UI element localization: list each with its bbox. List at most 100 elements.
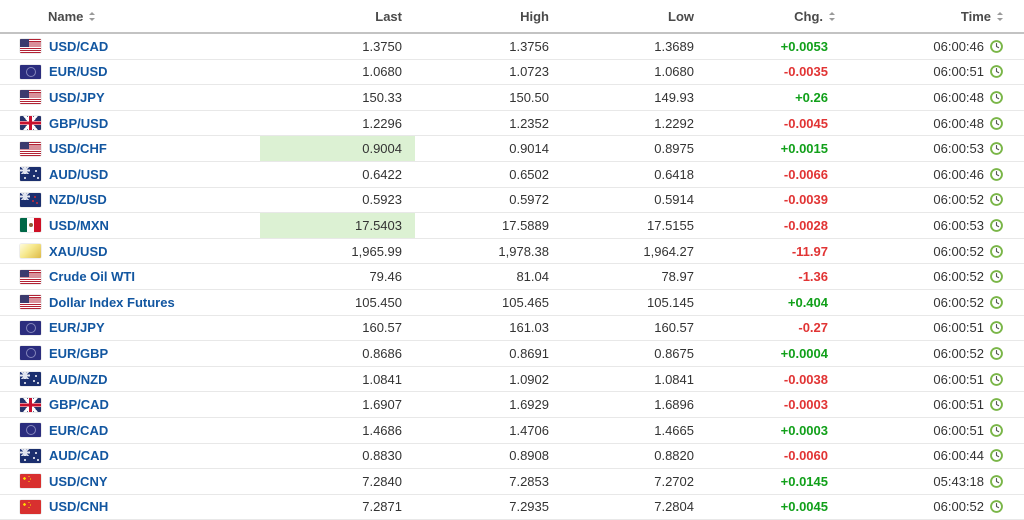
currency-flag-icon [20, 423, 41, 438]
column-header-last[interactable]: Last [260, 9, 415, 24]
column-header-time[interactable]: Time [840, 9, 1024, 24]
currency-flag-icon [20, 269, 41, 284]
name-cell: GBP/CAD [0, 392, 260, 417]
high-value: 1.6929 [509, 397, 549, 413]
high-cell: 1,978.38 [415, 239, 560, 264]
name-cell: NZD/USD [0, 188, 260, 213]
pair-name-link[interactable]: Dollar Index Futures [49, 294, 175, 310]
last-value: 0.5923 [362, 192, 402, 208]
last-value: 0.6422 [362, 166, 402, 182]
pair-name-link[interactable]: Crude Oil WTI [49, 269, 135, 285]
pair-name-link[interactable]: GBP/USD [49, 115, 109, 131]
change-value: -0.0038 [783, 371, 828, 387]
pair-name-link[interactable]: USD/CNY [49, 473, 108, 489]
realtime-clock-icon [990, 91, 1003, 104]
high-value: 81.04 [516, 269, 549, 285]
column-header-name[interactable]: Name [0, 9, 260, 24]
time-value: 06:00:53 [933, 217, 984, 233]
currency-flag-icon [20, 244, 41, 259]
pair-name-link[interactable]: USD/CNH [49, 499, 109, 515]
name-cell: USD/MXN [0, 213, 260, 238]
high-value: 17.5889 [502, 217, 549, 233]
low-cell: 1.0680 [560, 60, 700, 85]
table-row: AUD/NZD 1.0841 1.0902 1.0841 -0.0038 06:… [0, 366, 1024, 393]
change-value: -1.36 [798, 269, 828, 285]
pair-name-link[interactable]: USD/CAD [49, 38, 109, 54]
pair-name-link[interactable]: GBP/CAD [49, 397, 109, 413]
last-value: 7.2840 [362, 473, 402, 489]
change-value: +0.404 [787, 294, 828, 310]
pair-name-link[interactable]: USD/MXN [49, 217, 109, 233]
high-cell: 161.03 [415, 316, 560, 341]
time-value: 06:00:51 [933, 397, 984, 413]
change-cell: -0.27 [700, 316, 840, 341]
pair-name-link[interactable]: EUR/GBP [49, 345, 109, 361]
realtime-clock-icon [990, 142, 1003, 156]
time-value: 06:00:53 [933, 141, 984, 157]
time-value: 06:00:52 [933, 345, 984, 361]
column-header-low[interactable]: Low [560, 9, 700, 24]
last-value: 79.46 [369, 269, 402, 285]
high-value: 1.3756 [509, 38, 549, 54]
last-cell: 7.2840 [260, 469, 415, 494]
pair-name-link[interactable]: USD/CHF [49, 141, 107, 157]
change-value: -0.27 [798, 320, 828, 336]
pair-name-link[interactable]: EUR/JPY [49, 320, 105, 336]
low-cell: 0.5914 [560, 188, 700, 213]
time-value: 06:00:52 [933, 243, 984, 259]
low-cell: 1.2292 [560, 111, 700, 136]
last-cell: 1.2296 [260, 111, 415, 136]
pair-name-link[interactable]: AUD/CAD [49, 448, 109, 464]
currency-flag-icon [20, 90, 41, 105]
name-cell: EUR/JPY [0, 316, 260, 341]
pair-name-link[interactable]: USD/JPY [49, 89, 105, 105]
pair-name-link[interactable]: EUR/USD [49, 64, 108, 80]
time-cell: 05:43:18 [840, 469, 1024, 494]
time-cell: 06:00:48 [840, 111, 1024, 136]
pair-name-link[interactable]: AUD/NZD [49, 371, 108, 387]
pair-name-link[interactable]: EUR/CAD [49, 422, 109, 438]
low-value: 78.97 [661, 269, 694, 285]
sort-icon [88, 12, 95, 21]
name-cell: USD/JPY [0, 85, 260, 110]
pair-name-link[interactable]: NZD/USD [49, 192, 107, 208]
last-cell: 7.2871 [260, 495, 415, 520]
low-value: 149.93 [654, 89, 694, 105]
table-row: EUR/USD 1.0680 1.0723 1.0680 -0.0035 06:… [0, 59, 1024, 86]
time-value: 06:00:46 [933, 166, 984, 182]
last-cell: 160.57 [260, 316, 415, 341]
low-value: 0.8975 [654, 141, 694, 157]
last-cell: 17.5403 [260, 213, 415, 238]
table-header-row: Name Last High Low Chg. Time [0, 0, 1024, 34]
currency-flag-icon [20, 448, 41, 463]
high-cell: 0.8691 [415, 341, 560, 366]
time-value: 05:43:18 [933, 473, 984, 489]
pair-name-link[interactable]: XAU/USD [49, 243, 108, 259]
realtime-clock-icon [990, 244, 1003, 258]
time-cell: 06:00:52 [840, 290, 1024, 315]
change-value: -0.0060 [783, 448, 828, 464]
high-cell: 0.5972 [415, 188, 560, 213]
change-value: -0.0039 [783, 192, 828, 208]
name-cell: Crude Oil WTI [0, 264, 260, 289]
pair-name-link[interactable]: AUD/USD [49, 166, 109, 182]
column-header-low-label: Low [668, 8, 694, 24]
change-cell: +0.404 [700, 290, 840, 315]
column-header-chg[interactable]: Chg. [700, 9, 840, 24]
last-value: 150.33 [362, 89, 402, 105]
time-cell: 06:00:51 [840, 60, 1024, 85]
low-cell: 1,964.27 [560, 239, 700, 264]
time-cell: 06:00:51 [840, 367, 1024, 392]
column-header-high[interactable]: High [415, 9, 560, 24]
low-cell: 1.0841 [560, 367, 700, 392]
change-cell: -1.36 [700, 264, 840, 289]
currency-flag-icon [20, 346, 41, 361]
table-row: AUD/USD 0.6422 0.6502 0.6418 -0.0066 06:… [0, 161, 1024, 188]
name-cell: USD/CHF [0, 136, 260, 161]
low-cell: 0.8975 [560, 136, 700, 161]
table-row: EUR/JPY 160.57 161.03 160.57 -0.27 06:00… [0, 315, 1024, 342]
high-value: 1.0723 [509, 64, 549, 80]
realtime-clock-icon [990, 295, 1003, 309]
table-row: USD/MXN 17.5403 17.5889 17.5155 -0.0028 … [0, 213, 1024, 239]
last-cell: 1.4686 [260, 418, 415, 443]
